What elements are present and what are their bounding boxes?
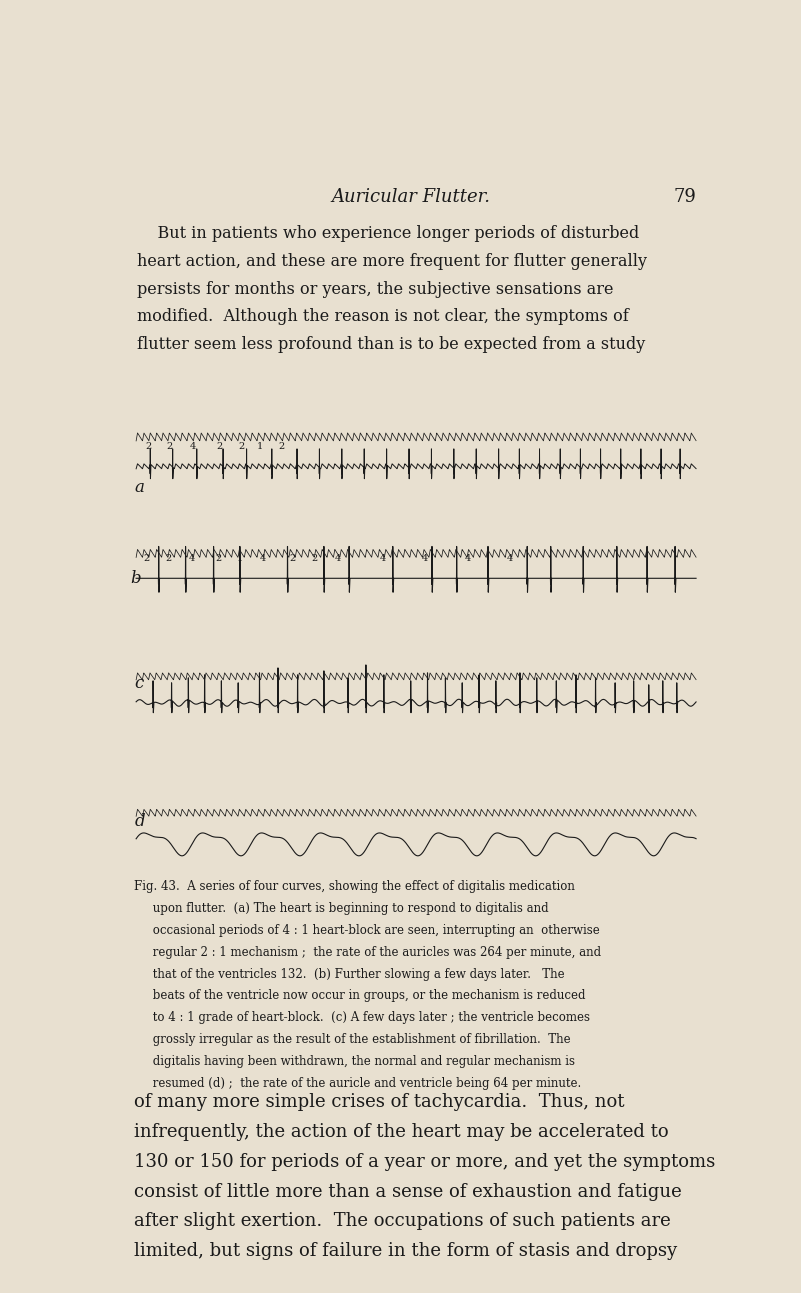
Text: 2: 2 — [311, 555, 317, 564]
Text: 2: 2 — [146, 442, 151, 451]
Text: Fig. 43.  A series of four curves, showing the effect of digitalis medication: Fig. 43. A series of four curves, showin… — [135, 881, 575, 893]
Text: 4: 4 — [380, 555, 386, 564]
Text: 4: 4 — [465, 555, 471, 564]
Text: 2: 2 — [289, 555, 296, 564]
Text: 2: 2 — [143, 555, 150, 564]
Text: 1: 1 — [257, 442, 264, 451]
Text: But in patients who experience longer periods of disturbed: But in patients who experience longer pe… — [138, 225, 640, 242]
Text: 2: 2 — [278, 442, 284, 451]
Text: beats of the ventricle now occur in groups, or the mechanism is reduced: beats of the ventricle now occur in grou… — [135, 989, 586, 1002]
Text: 130 or 150 for periods of a year or more, and yet the symptoms: 130 or 150 for periods of a year or more… — [135, 1153, 715, 1170]
Text: regular 2 : 1 mechanism ;  the rate of the auricles was 264 per minute, and: regular 2 : 1 mechanism ; the rate of th… — [135, 945, 602, 958]
Text: 2: 2 — [216, 442, 223, 451]
Text: 4: 4 — [190, 442, 196, 451]
Text: consist of little more than a sense of exhaustion and fatigue: consist of little more than a sense of e… — [135, 1183, 682, 1201]
Text: grossly irregular as the result of the establishment of fibrillation.  The: grossly irregular as the result of the e… — [135, 1033, 571, 1046]
Text: 4: 4 — [507, 555, 513, 564]
Text: digitalis having been withdrawn, the normal and regular mechanism is: digitalis having been withdrawn, the nor… — [135, 1055, 575, 1068]
Text: Auricular Flutter.: Auricular Flutter. — [331, 187, 490, 206]
Text: resumed (d) ;  the rate of the auricle and ventricle being 64 per minute.: resumed (d) ; the rate of the auricle an… — [135, 1077, 582, 1090]
Text: 2: 2 — [215, 555, 221, 564]
Text: of many more simple crises of tachycardia.  Thus, not: of many more simple crises of tachycardi… — [135, 1093, 625, 1111]
Text: 1: 1 — [236, 555, 243, 564]
Text: flutter seem less profound than is to be expected from a study: flutter seem less profound than is to be… — [138, 336, 646, 353]
Text: d: d — [135, 813, 145, 830]
Text: upon flutter.  (a) The heart is beginning to respond to digitalis and: upon flutter. (a) The heart is beginning… — [135, 903, 549, 915]
Text: 2: 2 — [165, 555, 171, 564]
Text: 4: 4 — [189, 555, 195, 564]
Text: 79: 79 — [673, 187, 696, 206]
Text: limited, but signs of failure in the form of stasis and dropsy: limited, but signs of failure in the for… — [135, 1243, 678, 1261]
Text: 4: 4 — [421, 555, 428, 564]
Text: infrequently, the action of the heart may be accelerated to: infrequently, the action of the heart ma… — [135, 1122, 669, 1140]
Text: 4: 4 — [335, 555, 341, 564]
Text: to 4 : 1 grade of heart-block.  (c) A few days later ; the ventricle becomes: to 4 : 1 grade of heart-block. (c) A few… — [135, 1011, 590, 1024]
Text: after slight exertion.  The occupations of such patients are: after slight exertion. The occupations o… — [135, 1213, 671, 1231]
Text: 2: 2 — [167, 442, 173, 451]
Text: b: b — [130, 570, 140, 587]
Text: persists for months or years, the subjective sensations are: persists for months or years, the subjec… — [138, 281, 614, 297]
Text: occasional periods of 4 : 1 heart-block are seen, interrupting an  otherwise: occasional periods of 4 : 1 heart-block … — [135, 923, 600, 936]
Text: that of the ventricles 132.  (b) Further slowing a few days later.   The: that of the ventricles 132. (b) Further … — [135, 967, 565, 980]
Text: heart action, and these are more frequent for flutter generally: heart action, and these are more frequen… — [138, 252, 647, 270]
Text: c: c — [135, 675, 143, 692]
Text: a: a — [135, 478, 144, 495]
Text: modified.  Although the reason is not clear, the symptoms of: modified. Although the reason is not cle… — [138, 309, 629, 326]
Text: 2: 2 — [239, 442, 245, 451]
Text: 4: 4 — [260, 555, 266, 564]
